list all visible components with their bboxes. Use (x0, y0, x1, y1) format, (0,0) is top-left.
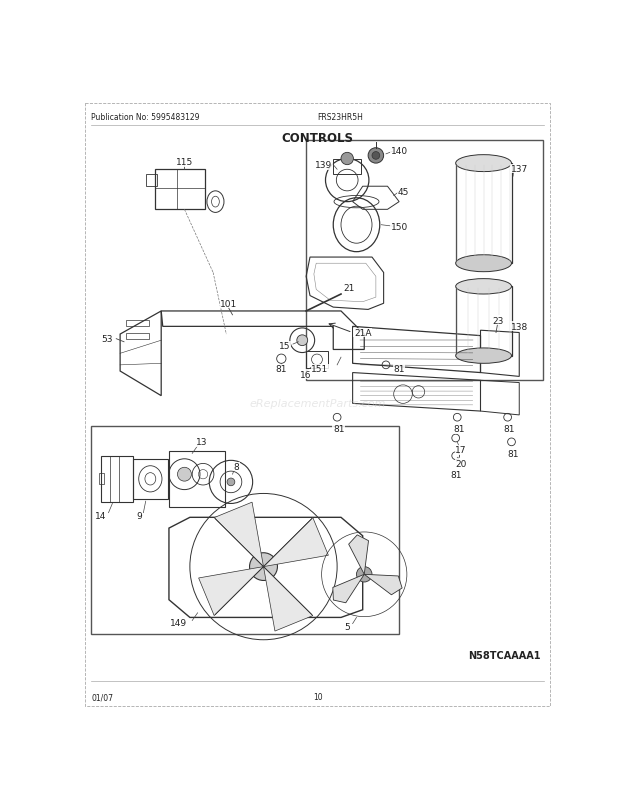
Polygon shape (333, 574, 365, 603)
Circle shape (177, 468, 192, 481)
Bar (99, 473, 104, 484)
Text: 81: 81 (507, 449, 519, 458)
Circle shape (227, 479, 235, 486)
Polygon shape (214, 503, 264, 567)
Text: FRS23HR5H: FRS23HR5H (317, 113, 363, 122)
Text: 81: 81 (275, 365, 287, 374)
Circle shape (249, 553, 278, 581)
Text: 101: 101 (220, 299, 237, 309)
Polygon shape (365, 574, 402, 595)
Text: 21A: 21A (354, 329, 371, 338)
Bar (306, 351, 328, 368)
Text: 14: 14 (95, 511, 107, 520)
Text: 81: 81 (393, 365, 405, 374)
Text: 53: 53 (101, 334, 113, 344)
Text: 17: 17 (455, 445, 467, 455)
Polygon shape (264, 567, 313, 631)
Ellipse shape (456, 255, 512, 273)
Text: 9: 9 (136, 511, 143, 520)
Bar (456, 287, 512, 356)
Text: N58TCAAAA1: N58TCAAAA1 (469, 650, 541, 660)
Text: 140: 140 (391, 147, 408, 156)
Text: 21: 21 (343, 284, 355, 293)
Text: 139: 139 (316, 161, 332, 170)
Ellipse shape (456, 279, 512, 294)
Bar (334, 160, 361, 175)
Circle shape (368, 148, 384, 164)
Circle shape (356, 567, 372, 582)
Text: 16: 16 (300, 371, 312, 379)
Text: 81: 81 (450, 470, 461, 479)
Text: 81: 81 (333, 425, 345, 434)
Bar (456, 164, 512, 264)
Circle shape (341, 153, 353, 165)
Text: 10: 10 (313, 692, 322, 701)
Text: CONTROLS: CONTROLS (281, 132, 354, 144)
Bar (133, 460, 168, 499)
Bar (169, 452, 224, 507)
Text: 81: 81 (453, 425, 464, 434)
Bar (125, 321, 149, 327)
Circle shape (372, 152, 379, 160)
Text: 15: 15 (280, 342, 291, 350)
Text: 13: 13 (196, 438, 207, 447)
Text: 23: 23 (492, 316, 503, 326)
Text: eReplacementParts.com: eReplacementParts.com (250, 399, 386, 409)
Text: 138: 138 (511, 322, 528, 331)
Text: 137: 137 (511, 164, 528, 174)
Circle shape (297, 335, 308, 346)
Text: 45: 45 (397, 188, 409, 196)
Text: 115: 115 (176, 158, 193, 167)
Text: 20: 20 (456, 460, 467, 468)
Polygon shape (264, 518, 329, 567)
Polygon shape (348, 535, 368, 574)
Polygon shape (198, 567, 264, 616)
Text: 151: 151 (311, 365, 329, 374)
Text: 149: 149 (170, 618, 187, 627)
Ellipse shape (456, 156, 512, 172)
Ellipse shape (456, 349, 512, 364)
Text: 01/07: 01/07 (92, 692, 113, 701)
Text: 81: 81 (503, 425, 515, 434)
Text: Publication No: 5995483129: Publication No: 5995483129 (92, 113, 200, 122)
Text: 5: 5 (344, 622, 350, 631)
Text: 150: 150 (391, 222, 408, 232)
Text: 8: 8 (234, 463, 239, 472)
Bar (125, 333, 149, 339)
